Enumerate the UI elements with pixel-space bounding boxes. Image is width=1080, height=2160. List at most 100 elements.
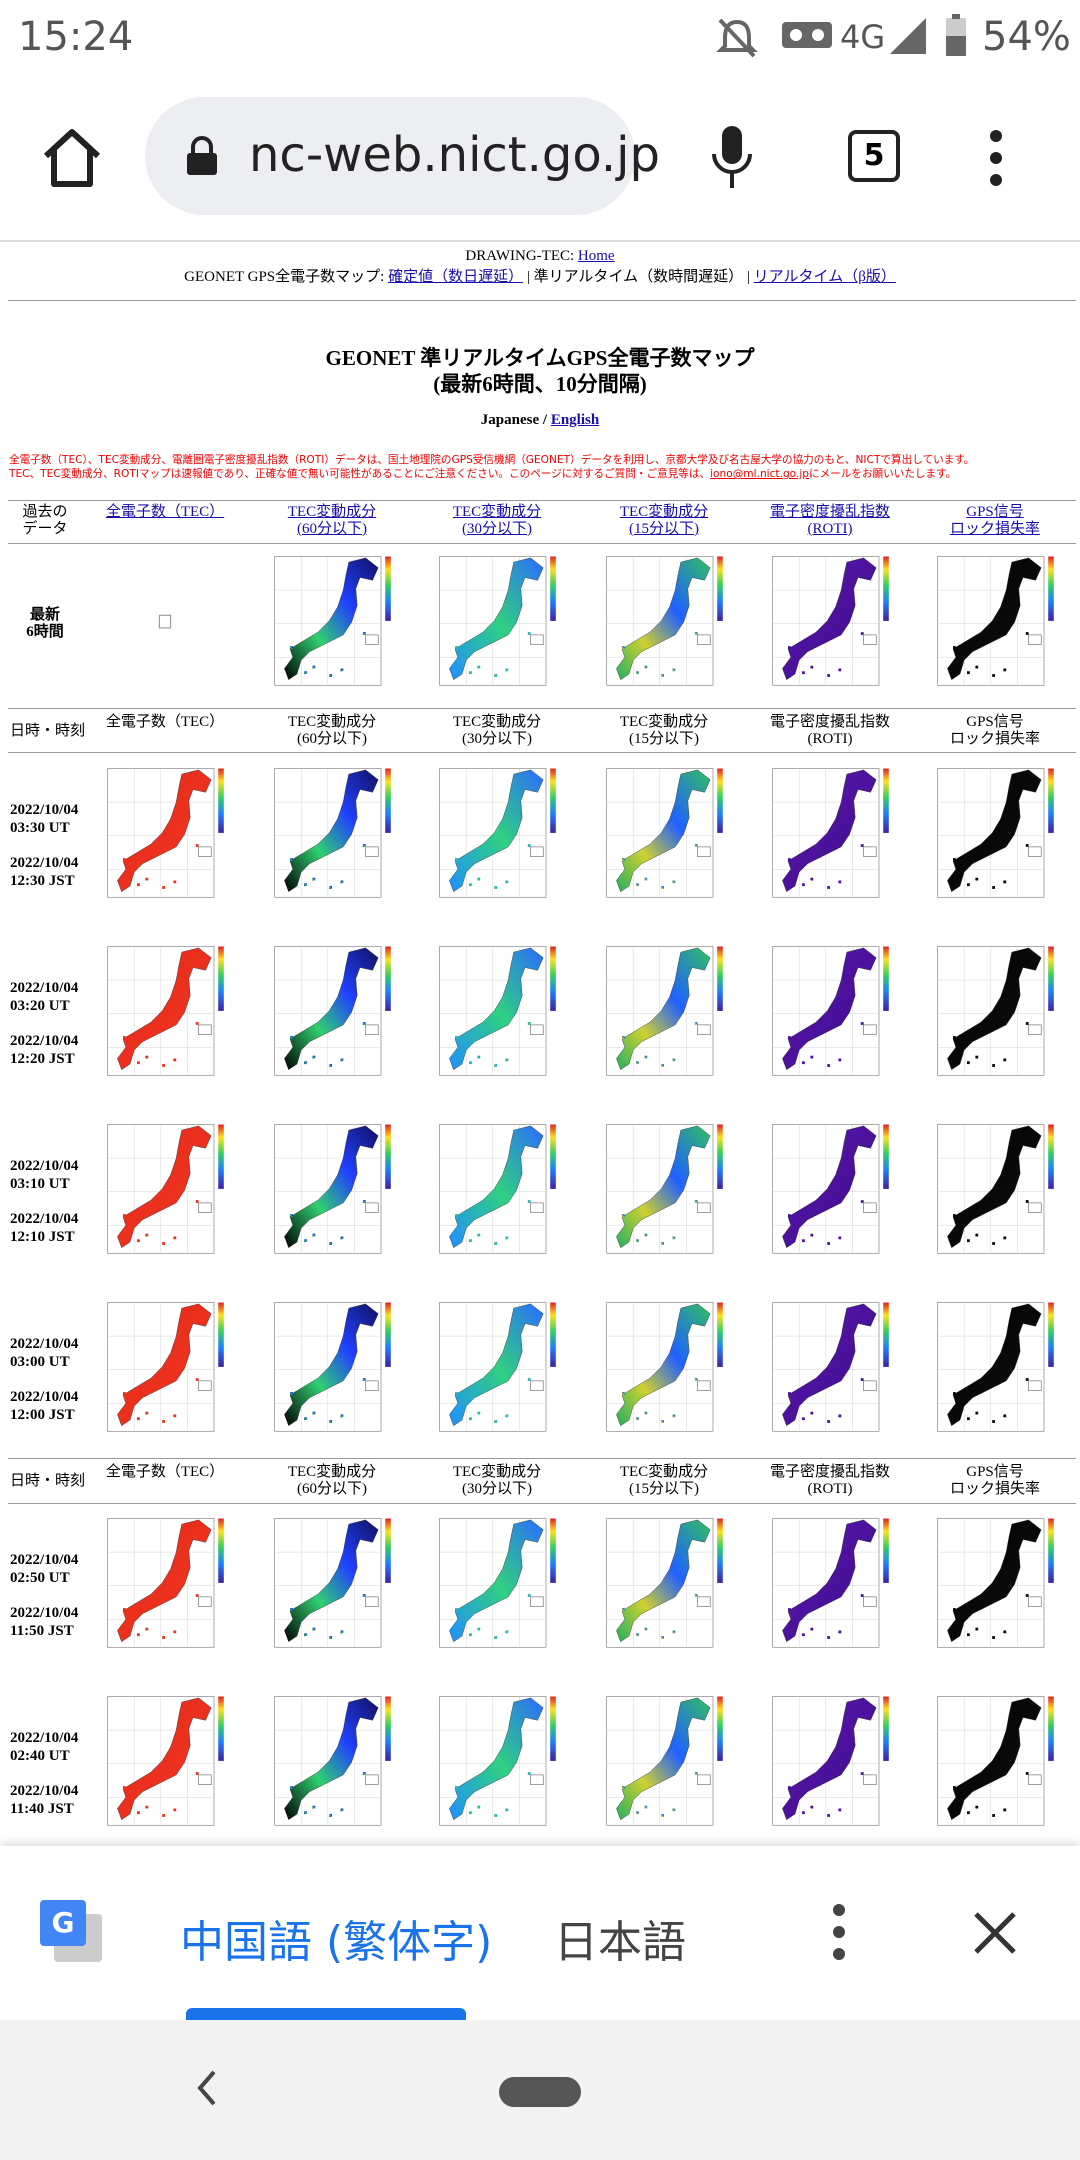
home-link[interactable]: Home [577,248,615,264]
map-image[interactable] [262,548,402,698]
map-image[interactable] [427,1510,567,1660]
color-scale [550,556,556,621]
map-image[interactable] [760,1116,900,1266]
map-image[interactable] [594,1294,734,1444]
map-image[interactable] [925,548,1065,698]
notice-email[interactable]: iono@ml.nict.go.jp [710,468,809,480]
column-header[interactable]: GPS信号 ロック損失率 [915,504,1075,538]
lang-english[interactable]: English [550,412,600,428]
map-image[interactable] [262,760,402,910]
map-image[interactable] [95,938,235,1088]
ut-time: 02:50 UT [10,1570,70,1586]
back-button[interactable] [194,2068,220,2108]
map-image[interactable] [594,1510,734,1660]
map-image[interactable] [262,938,402,1088]
map-image[interactable] [760,1510,900,1660]
color-scale [883,1518,889,1583]
map-image[interactable] [594,760,734,910]
map-image[interactable] [594,938,734,1088]
map-image[interactable] [925,1294,1065,1444]
home-button[interactable] [40,128,104,188]
map-image[interactable] [925,760,1065,910]
column-header[interactable]: 全電子数（TEC） [85,504,245,521]
nav-label: GEONET GPS全電子数マップ: [184,269,389,285]
map-image[interactable] [594,548,734,698]
mic-button[interactable] [706,122,758,194]
station-dot [992,674,995,677]
map-image[interactable] [760,1688,900,1838]
map-legend-box [1028,634,1042,645]
map-image[interactable] [427,760,567,910]
color-scale [717,946,723,1011]
station-dot [477,877,481,881]
station-dot [469,883,472,887]
translate-menu[interactable] [826,1902,852,1962]
map-image[interactable] [95,548,235,698]
url-bar[interactable]: nc-web.nict.go.jp [145,97,660,215]
home-pill[interactable] [499,2077,581,2107]
ut-date: 2022/10/04 [10,1730,79,1746]
station-dot [694,1594,698,1597]
map-image[interactable] [760,760,900,910]
lock-icon [187,136,217,175]
japan-shape [947,1697,1042,1821]
map-legend-box [530,1380,544,1391]
map-image[interactable] [262,1688,402,1838]
map-image[interactable] [427,548,567,698]
column-header[interactable]: TEC変動成分 (15分以下) [584,504,744,538]
station-dot [123,1786,126,1789]
map-image[interactable] [95,1510,235,1660]
map-image[interactable] [95,1116,235,1266]
station-dot [455,1214,458,1217]
map-image[interactable] [760,548,900,698]
map-image[interactable] [262,1116,402,1266]
map-image[interactable] [760,1294,900,1444]
station-dot [1003,1236,1007,1240]
map-legend-box [365,1380,379,1391]
menu-button[interactable] [982,128,1010,188]
tab-count[interactable]: 5 [848,130,900,182]
confirmed-link[interactable]: 確定値（数日遅延） [388,269,524,285]
station-dot [1025,1772,1029,1775]
column-header[interactable]: 電子密度擾乱指数 (ROTI) [750,504,910,538]
station-dot [1003,1058,1007,1062]
map-image[interactable] [427,1688,567,1838]
map-image[interactable] [760,938,900,1088]
station-dot [788,646,791,649]
map-image[interactable] [925,938,1065,1088]
map-image[interactable] [925,1688,1065,1838]
station-dot [362,1594,366,1597]
realtime-link[interactable]: リアルタイム（β版） [753,269,896,285]
station-dot [195,1772,199,1775]
station-dot [661,1242,664,1245]
map-image[interactable] [594,1688,734,1838]
source-language[interactable]: 中国語 (繁体字) [180,1917,493,1968]
color-scale [883,1124,889,1189]
target-language[interactable]: 日本語 [554,1917,686,1968]
color-scale [883,768,889,833]
station-dot [788,1036,791,1039]
station-dot [694,1200,698,1203]
map-image[interactable] [427,938,567,1088]
map-image[interactable] [594,1116,734,1266]
map-image[interactable] [427,1116,567,1266]
header-line: 全電子数（TEC） [105,504,225,520]
close-translate[interactable] [972,1910,1018,1956]
map-image[interactable] [95,760,235,910]
map-image[interactable] [262,1294,402,1444]
station-dot [469,1239,472,1243]
station-dot [123,1392,126,1395]
map-image[interactable] [925,1116,1065,1266]
map-image[interactable] [262,1510,402,1660]
map-image[interactable] [95,1688,235,1838]
column-header[interactable]: TEC変動成分 (30分以下) [417,504,577,538]
station-dot [137,883,140,887]
station-dot [304,1811,307,1815]
ut-date: 2022/10/04 [10,1552,79,1568]
map-image[interactable] [925,1510,1065,1660]
map-image[interactable] [427,1294,567,1444]
map-legend-box [863,846,877,857]
header-line: GPS信号 [966,504,1024,520]
column-header[interactable]: TEC変動成分 (60分以下) [252,504,412,538]
map-image[interactable] [95,1294,235,1444]
